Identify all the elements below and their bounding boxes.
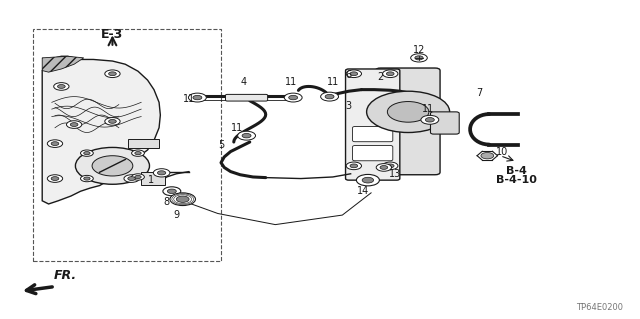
Circle shape (70, 123, 78, 126)
Text: 11: 11 (422, 104, 435, 114)
Circle shape (380, 166, 388, 169)
Circle shape (387, 72, 394, 76)
Circle shape (367, 91, 450, 132)
Bar (129, 139, 159, 148)
Circle shape (421, 115, 439, 124)
Circle shape (237, 131, 255, 140)
Circle shape (81, 175, 93, 182)
Text: TP64E0200: TP64E0200 (577, 303, 623, 312)
Circle shape (76, 147, 150, 184)
Circle shape (383, 70, 398, 78)
Circle shape (415, 56, 423, 60)
Bar (33, 29, 221, 261)
Text: 8: 8 (164, 197, 170, 207)
Polygon shape (42, 56, 84, 72)
Text: FR.: FR. (54, 269, 77, 282)
Circle shape (51, 142, 59, 145)
Circle shape (321, 92, 339, 101)
Circle shape (105, 70, 120, 78)
Text: 5: 5 (218, 140, 224, 150)
Text: 10: 10 (496, 146, 508, 157)
Circle shape (242, 133, 251, 138)
Circle shape (346, 70, 362, 78)
Circle shape (58, 85, 65, 88)
Circle shape (481, 152, 493, 159)
Circle shape (132, 150, 145, 156)
Circle shape (135, 175, 141, 179)
Circle shape (387, 164, 394, 168)
Text: 2: 2 (378, 72, 384, 82)
Circle shape (350, 164, 358, 168)
Text: 3: 3 (346, 100, 352, 110)
Text: B-4: B-4 (506, 166, 527, 176)
Polygon shape (42, 56, 161, 204)
Circle shape (67, 121, 82, 128)
Text: 1: 1 (148, 175, 154, 185)
Circle shape (54, 83, 69, 90)
FancyBboxPatch shape (346, 69, 400, 180)
Circle shape (383, 162, 398, 170)
FancyBboxPatch shape (431, 112, 460, 134)
Circle shape (350, 72, 358, 76)
Text: 7: 7 (477, 88, 483, 98)
Circle shape (109, 72, 116, 76)
Circle shape (168, 189, 176, 194)
Text: B-4-10: B-4-10 (496, 175, 537, 185)
FancyBboxPatch shape (353, 126, 393, 142)
FancyBboxPatch shape (353, 145, 393, 161)
Text: 11: 11 (285, 77, 298, 87)
Text: 11: 11 (231, 123, 243, 133)
Circle shape (135, 152, 141, 155)
Text: 13: 13 (389, 169, 401, 179)
Circle shape (289, 95, 298, 100)
Circle shape (426, 118, 435, 122)
Bar (141, 172, 166, 185)
Text: 11: 11 (326, 77, 339, 87)
Circle shape (362, 177, 374, 183)
Circle shape (132, 174, 145, 180)
Circle shape (346, 162, 362, 170)
Text: 6: 6 (346, 70, 352, 80)
Circle shape (51, 177, 59, 181)
Circle shape (411, 54, 428, 62)
Text: 9: 9 (173, 210, 179, 220)
Text: 4: 4 (240, 77, 246, 87)
Circle shape (105, 118, 120, 125)
Circle shape (157, 171, 166, 175)
Circle shape (109, 120, 116, 123)
Text: 11: 11 (183, 94, 195, 104)
Circle shape (176, 196, 189, 202)
Circle shape (188, 93, 206, 102)
Circle shape (47, 175, 63, 182)
Text: 12: 12 (413, 45, 425, 55)
Circle shape (376, 164, 392, 171)
Circle shape (387, 101, 429, 122)
Circle shape (124, 175, 140, 182)
Circle shape (193, 95, 202, 100)
Circle shape (47, 140, 63, 147)
Circle shape (128, 177, 136, 181)
Circle shape (284, 93, 302, 102)
Circle shape (84, 152, 90, 155)
Circle shape (163, 187, 180, 196)
FancyBboxPatch shape (225, 94, 268, 101)
Circle shape (84, 177, 90, 180)
Circle shape (325, 94, 334, 99)
Circle shape (154, 169, 170, 177)
Text: 14: 14 (357, 186, 369, 196)
Circle shape (356, 174, 380, 186)
Circle shape (81, 150, 93, 156)
FancyBboxPatch shape (376, 68, 440, 175)
Text: E-3: E-3 (101, 27, 124, 41)
Circle shape (170, 193, 195, 205)
Circle shape (92, 156, 133, 176)
